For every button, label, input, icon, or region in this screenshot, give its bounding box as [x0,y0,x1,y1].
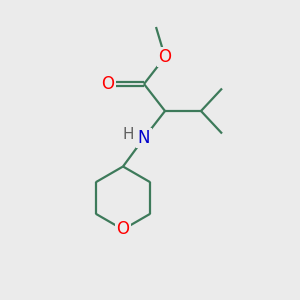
Text: O: O [116,220,130,238]
Text: O: O [158,48,172,66]
Text: H: H [123,127,134,142]
Text: N: N [138,129,150,147]
Text: O: O [101,75,115,93]
